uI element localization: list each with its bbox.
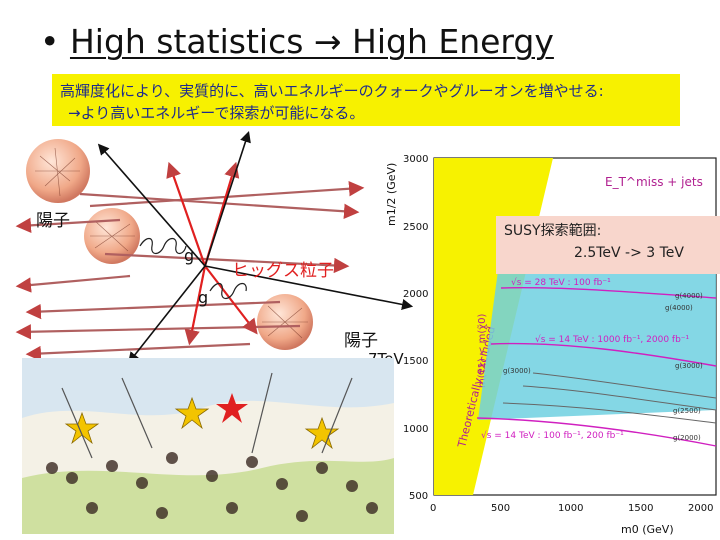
series-label-14-1000: √s = 14 TeV : 1000 fb⁻¹, 2000 fb⁻¹ — [535, 334, 690, 345]
susy-line-1: SUSY探索範囲: — [504, 223, 602, 239]
x-tick: 0 — [430, 503, 436, 514]
star-burst — [304, 416, 340, 450]
note-line-1: 高輝度化により、実質的に、高いエネルギーのクォークやグルーオンを増やせる: — [60, 82, 604, 100]
contour-line — [522, 385, 717, 411]
gluon-line — [139, 237, 187, 255]
contour-label: g(4000) — [665, 304, 693, 312]
susy-line-2: 2.5TeV -> 3 TeV — [573, 245, 684, 261]
y-tick: 1500 — [403, 356, 428, 367]
gluon-label-2: g — [198, 288, 209, 307]
curve-14tev-1000 — [490, 342, 717, 367]
proton-label-bottom: 陽子 — [344, 331, 378, 351]
curve-28tev — [500, 286, 717, 299]
contour-line — [532, 372, 717, 399]
susy-reach-plot: Theoretically excluded m(τ̃1) < m(χ̃0) √… — [383, 148, 720, 540]
contour-label: g(3000) — [675, 362, 703, 370]
note-line-2: →より高いエネルギーで探索が可能になる。 — [68, 104, 365, 122]
contour-label: g(2500) — [673, 407, 701, 415]
higgs-label: ヒッグス粒子 — [232, 261, 334, 281]
x-tick: 1000 — [558, 503, 583, 514]
crowd-cartoon — [22, 358, 394, 534]
y-tick: 2000 — [403, 289, 428, 300]
plot-header: E_T^miss + jets — [605, 175, 703, 189]
star-burst — [174, 396, 210, 430]
star-burst — [216, 393, 248, 423]
gluon-label-1: g — [184, 246, 195, 265]
susy-range-box: SUSY探索範囲: 2.5TeV -> 3 TeV — [496, 216, 720, 274]
series-label-28: √s = 28 TeV : 100 fb⁻¹ — [511, 277, 611, 288]
highlight-note: 高輝度化により、実質的に、高いエネルギーのクォークやグルーオンを増やせる: →よ… — [52, 74, 680, 126]
collision-diagram — [15, 130, 414, 364]
y-tick: 1000 — [403, 424, 428, 435]
title-bullet: • — [40, 22, 60, 61]
gluon-line — [209, 282, 247, 300]
y-tick: 2500 — [403, 222, 428, 233]
title-text: High statistics → High Energy — [69, 22, 554, 61]
contour-label: g(4000) — [675, 292, 703, 300]
x-tick: 500 — [491, 503, 510, 514]
contour-line — [502, 402, 717, 424]
x-tick: 2000 — [688, 503, 713, 514]
reach-band — [478, 255, 716, 420]
x-axis-label: m0 (GeV) — [621, 523, 674, 536]
contour-label: g(3000) — [503, 367, 531, 375]
proton-label-top: 陽子 — [36, 211, 70, 231]
x-tick: 1500 — [628, 503, 653, 514]
slide-title: • High statistics → High Energy — [40, 22, 554, 61]
y-axis-label: m1/2 (GeV) — [385, 163, 398, 226]
contour-label: g(2000) — [673, 434, 701, 442]
y-tick: 3000 — [403, 154, 428, 165]
y-tick: 500 — [409, 491, 428, 502]
series-label-14-100: √s = 14 TeV : 100 fb⁻¹, 200 fb⁻¹ — [481, 430, 624, 441]
curve-14tev-100 — [476, 417, 717, 447]
